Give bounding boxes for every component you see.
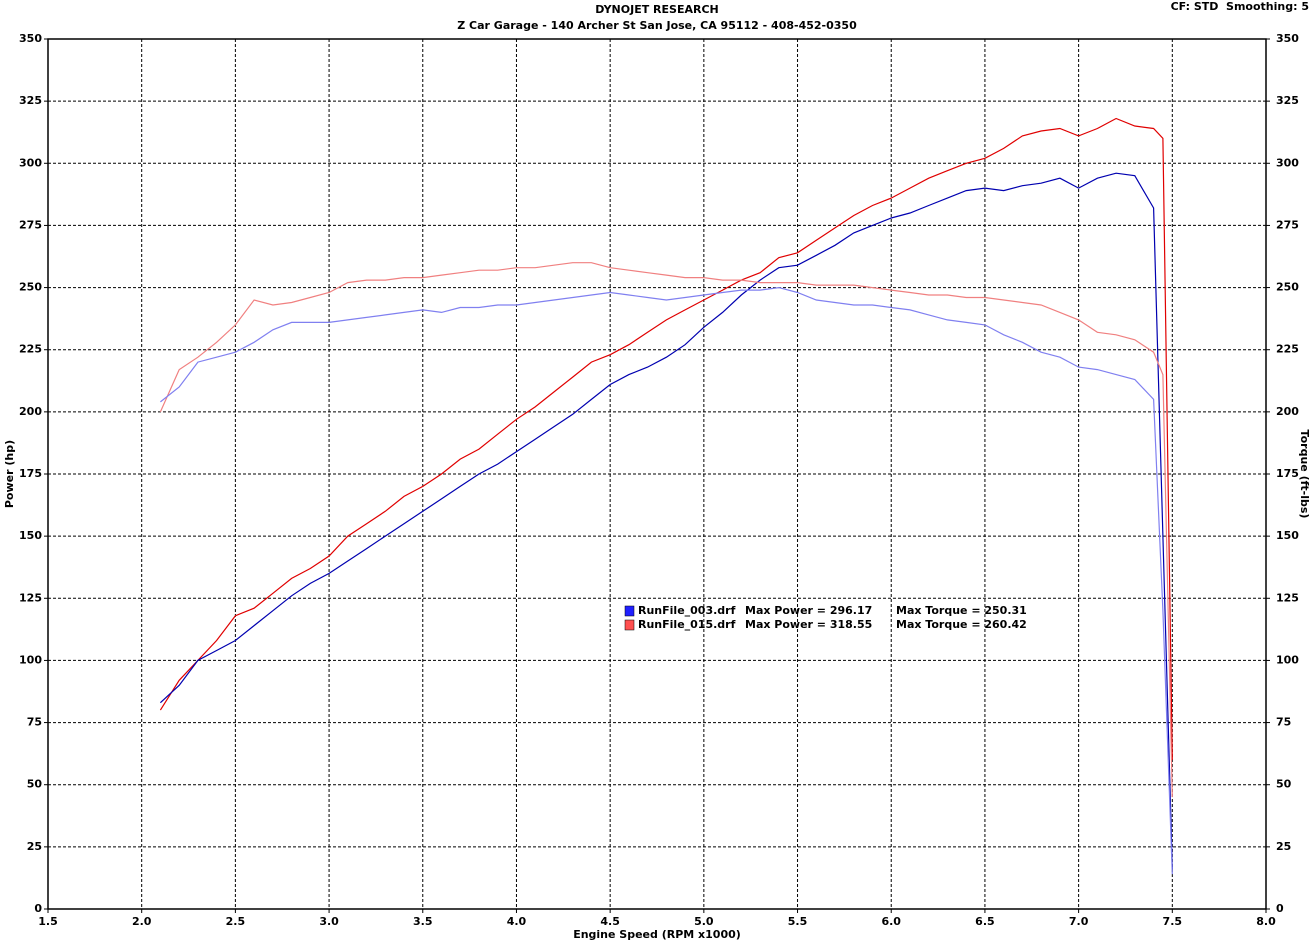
x-tick-label: 5.0 <box>694 915 714 928</box>
y-tick-label: 225 <box>19 343 42 356</box>
x-tick-label: 2.5 <box>226 915 246 928</box>
x-tick-label: 4.5 <box>600 915 620 928</box>
y-tick-label: 250 <box>19 281 42 294</box>
y-tick-label: 125 <box>19 591 42 604</box>
legend-file: RunFile_015.drf <box>638 618 736 631</box>
x-axis-label: Engine Speed (RPM x1000) <box>573 928 741 941</box>
y-tick-label: 175 <box>19 467 42 480</box>
chart-title: DYNOJET RESEARCH <box>595 3 718 16</box>
legend-max-power: Max Power = 318.55 <box>745 618 872 631</box>
legend-max-torque: Max Torque = 250.31 <box>896 604 1027 617</box>
y-tick-label: 325 <box>19 94 42 107</box>
y-tick-label: 100 <box>19 653 42 666</box>
y2-tick-label: 250 <box>1276 281 1299 294</box>
y2-tick-label: 75 <box>1276 716 1291 729</box>
data-line <box>159 262 1173 798</box>
y-tick-label: 200 <box>19 405 42 418</box>
y2-tick-label: 350 <box>1276 32 1299 45</box>
legend-swatch <box>624 619 635 631</box>
y-tick-label: 300 <box>19 156 42 169</box>
settings-text: CF: STD Smoothing: 5 <box>1171 0 1309 13</box>
x-tick-label: 3.5 <box>413 915 433 928</box>
x-tick-label: 7.0 <box>1069 915 1089 928</box>
legend-max-power: Max Power = 296.17 <box>745 604 872 617</box>
x-tick-label: 7.5 <box>1163 915 1183 928</box>
y2-tick-label: 225 <box>1276 343 1299 356</box>
y-tick-label: 75 <box>27 716 42 729</box>
legend-swatch <box>624 605 635 617</box>
chart-subtitle: Z Car Garage - 140 Archer St San Jose, C… <box>457 19 857 32</box>
y2-tick-label: 300 <box>1276 156 1299 169</box>
y-tick-label: 150 <box>19 529 42 542</box>
x-tick-label: 4.0 <box>507 915 527 928</box>
x-tick-label: 6.0 <box>881 915 901 928</box>
grid <box>48 39 1266 909</box>
x-tick-label: 2.0 <box>132 915 152 928</box>
data-line <box>159 117 1173 760</box>
y-axis-label: Power (hp) <box>3 440 16 508</box>
y2-tick-label: 0 <box>1276 902 1284 915</box>
legend-file: RunFile_003.drf <box>638 604 736 617</box>
x-tick-label: 3.0 <box>319 915 339 928</box>
y2-tick-label: 325 <box>1276 94 1299 107</box>
y-tick-label: 0 <box>34 902 42 915</box>
x-tick-label: 8.0 <box>1256 915 1276 928</box>
x-tick-label: 1.5 <box>38 915 58 928</box>
y2-tick-label: 200 <box>1276 405 1299 418</box>
y2-tick-label: 150 <box>1276 529 1299 542</box>
x-tick-label: 5.5 <box>788 915 808 928</box>
x-tick-label: 6.5 <box>975 915 995 928</box>
y2-axis-label: Torque (ft-lbs) <box>1298 430 1311 519</box>
y-tick-label: 350 <box>19 32 42 45</box>
data-line <box>160 286 1173 875</box>
legend-max-torque: Max Torque = 260.42 <box>896 618 1027 631</box>
data-line <box>159 172 1173 870</box>
y-tick-label: 275 <box>19 218 42 231</box>
plot-lines <box>159 117 1173 875</box>
y2-tick-label: 275 <box>1276 218 1299 231</box>
y-tick-label: 25 <box>27 840 42 853</box>
y2-tick-label: 175 <box>1276 467 1299 480</box>
y-tick-label: 50 <box>27 778 43 791</box>
y2-tick-label: 125 <box>1276 591 1299 604</box>
y2-tick-label: 25 <box>1276 840 1291 853</box>
y2-tick-label: 100 <box>1276 653 1299 666</box>
y2-tick-label: 50 <box>1276 778 1292 791</box>
